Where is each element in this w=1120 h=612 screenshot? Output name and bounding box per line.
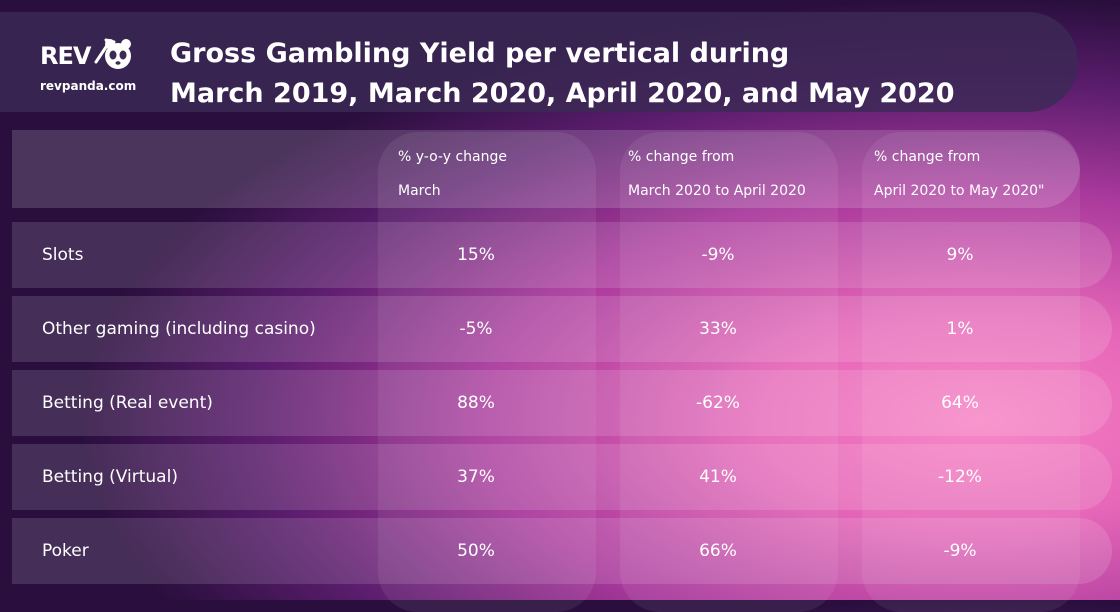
table-cell: 37%: [457, 467, 495, 487]
column-header-2: % change from March 2020 to April 2020: [628, 140, 868, 208]
row-label: Other gaming (including casino): [42, 319, 316, 339]
row-label: Betting (Real event): [42, 393, 213, 413]
column-header-3: % change from April 2020 to May 2020": [874, 140, 1114, 208]
table-cell: -12%: [938, 467, 982, 487]
logo-url: revpanda.com: [40, 79, 137, 93]
table-cell: 88%: [457, 393, 495, 413]
table-row: Other gaming (including casino) -5% 33% …: [12, 296, 1112, 362]
column-header-2-line-2: March 2020 to April 2020: [628, 183, 806, 199]
row-label: Poker: [42, 541, 89, 561]
revpanda-logo: REV revpanda.com: [40, 36, 150, 96]
table-cell: 15%: [457, 245, 495, 265]
chart-title: Gross Gambling Yield per vertical during…: [170, 34, 1050, 114]
column-header-1-line-2: March: [398, 183, 441, 199]
panda-icon: [94, 36, 134, 76]
column-background-1: [378, 132, 596, 612]
table-cell: 1%: [946, 319, 974, 339]
table-cell: 64%: [941, 393, 979, 413]
table-row: Betting (Virtual) 37% 41% -12%: [12, 444, 1112, 510]
column-header-1-line-1: % y-o-y change: [398, 149, 507, 165]
table-header-row: [12, 130, 1080, 208]
table-cell: 9%: [946, 245, 974, 265]
table-cell: -62%: [696, 393, 740, 413]
table-row: Slots 15% -9% 9%: [12, 222, 1112, 288]
logo-wordmark: REV: [40, 42, 91, 70]
column-header-3-line-1: % change from: [874, 149, 981, 165]
table-cell: -5%: [459, 319, 493, 339]
title-line-2: March 2019, March 2020, April 2020, and …: [170, 78, 955, 109]
column-header-2-line-1: % change from: [628, 149, 735, 165]
title-line-1: Gross Gambling Yield per vertical during: [170, 38, 790, 69]
table-cell: 66%: [699, 541, 737, 561]
table-cell: 50%: [457, 541, 495, 561]
column-background-2: [620, 132, 838, 612]
column-header-1: % y-o-y change March: [398, 140, 638, 208]
title-banner: REV revpanda.com Gross Gambling Yield pe…: [0, 12, 1078, 112]
table-cell: -9%: [943, 541, 977, 561]
table-row: Poker 50% 66% -9%: [12, 518, 1112, 584]
row-label: Slots: [42, 245, 84, 265]
table-row: Betting (Real event) 88% -62% 64%: [12, 370, 1112, 436]
table-cell: -9%: [701, 245, 735, 265]
column-header-3-line-2: April 2020 to May 2020": [874, 183, 1045, 199]
table-cell: 41%: [699, 467, 737, 487]
table-cell: 33%: [699, 319, 737, 339]
column-background-3: [862, 132, 1080, 612]
row-label: Betting (Virtual): [42, 467, 178, 487]
